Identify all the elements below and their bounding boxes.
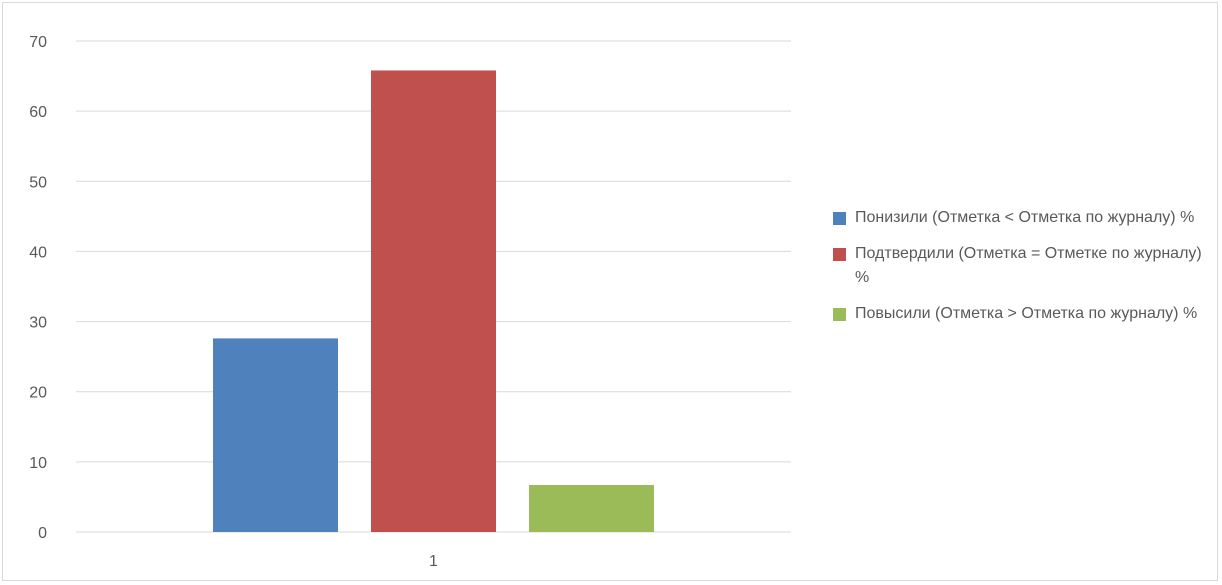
y-tick-label-30: 30 — [29, 315, 47, 332]
y-tick-label-20: 20 — [29, 385, 47, 402]
legend-item-2: Повысили (Отметка > Отметка по журналу) … — [833, 302, 1213, 326]
bar-chart: 0 10 20 30 40 50 60 70 1 — [29, 34, 791, 570]
legend-swatch-1 — [833, 248, 846, 261]
y-tick-label-40: 40 — [29, 244, 47, 261]
legend-label-0: Понизили (Отметка < Отметка по журналу) … — [855, 209, 1195, 226]
bars — [213, 70, 654, 533]
legend-label-1: Подтвердили (Отметка = Отметке по журнал… — [855, 245, 1202, 286]
legend-swatch-2 — [833, 308, 846, 321]
x-tick-label-0: 1 — [429, 553, 438, 570]
legend-swatch-0 — [833, 212, 846, 225]
legend-label-2: Повысили (Отметка > Отметка по журналу) … — [855, 305, 1198, 322]
y-tick-label-50: 50 — [29, 174, 47, 191]
bar-series-0-cat-0 — [213, 338, 338, 532]
legend-item-0: Понизили (Отметка < Отметка по журналу) … — [833, 206, 1213, 230]
bar-series-2-cat-0 — [529, 485, 654, 532]
y-tick-label-0: 0 — [38, 525, 47, 542]
bar-series-1-cat-0 — [371, 70, 496, 533]
y-axis-ticks: 0 10 20 30 40 50 60 70 — [29, 34, 47, 542]
legend: Понизили (Отметка < Отметка по журналу) … — [833, 206, 1213, 338]
y-tick-label-70: 70 — [29, 34, 47, 51]
legend-item-1: Подтвердили (Отметка = Отметке по журнал… — [833, 242, 1213, 290]
y-tick-label-10: 10 — [29, 455, 47, 472]
x-axis-ticks: 1 — [429, 553, 438, 570]
y-tick-label-60: 60 — [29, 104, 47, 121]
